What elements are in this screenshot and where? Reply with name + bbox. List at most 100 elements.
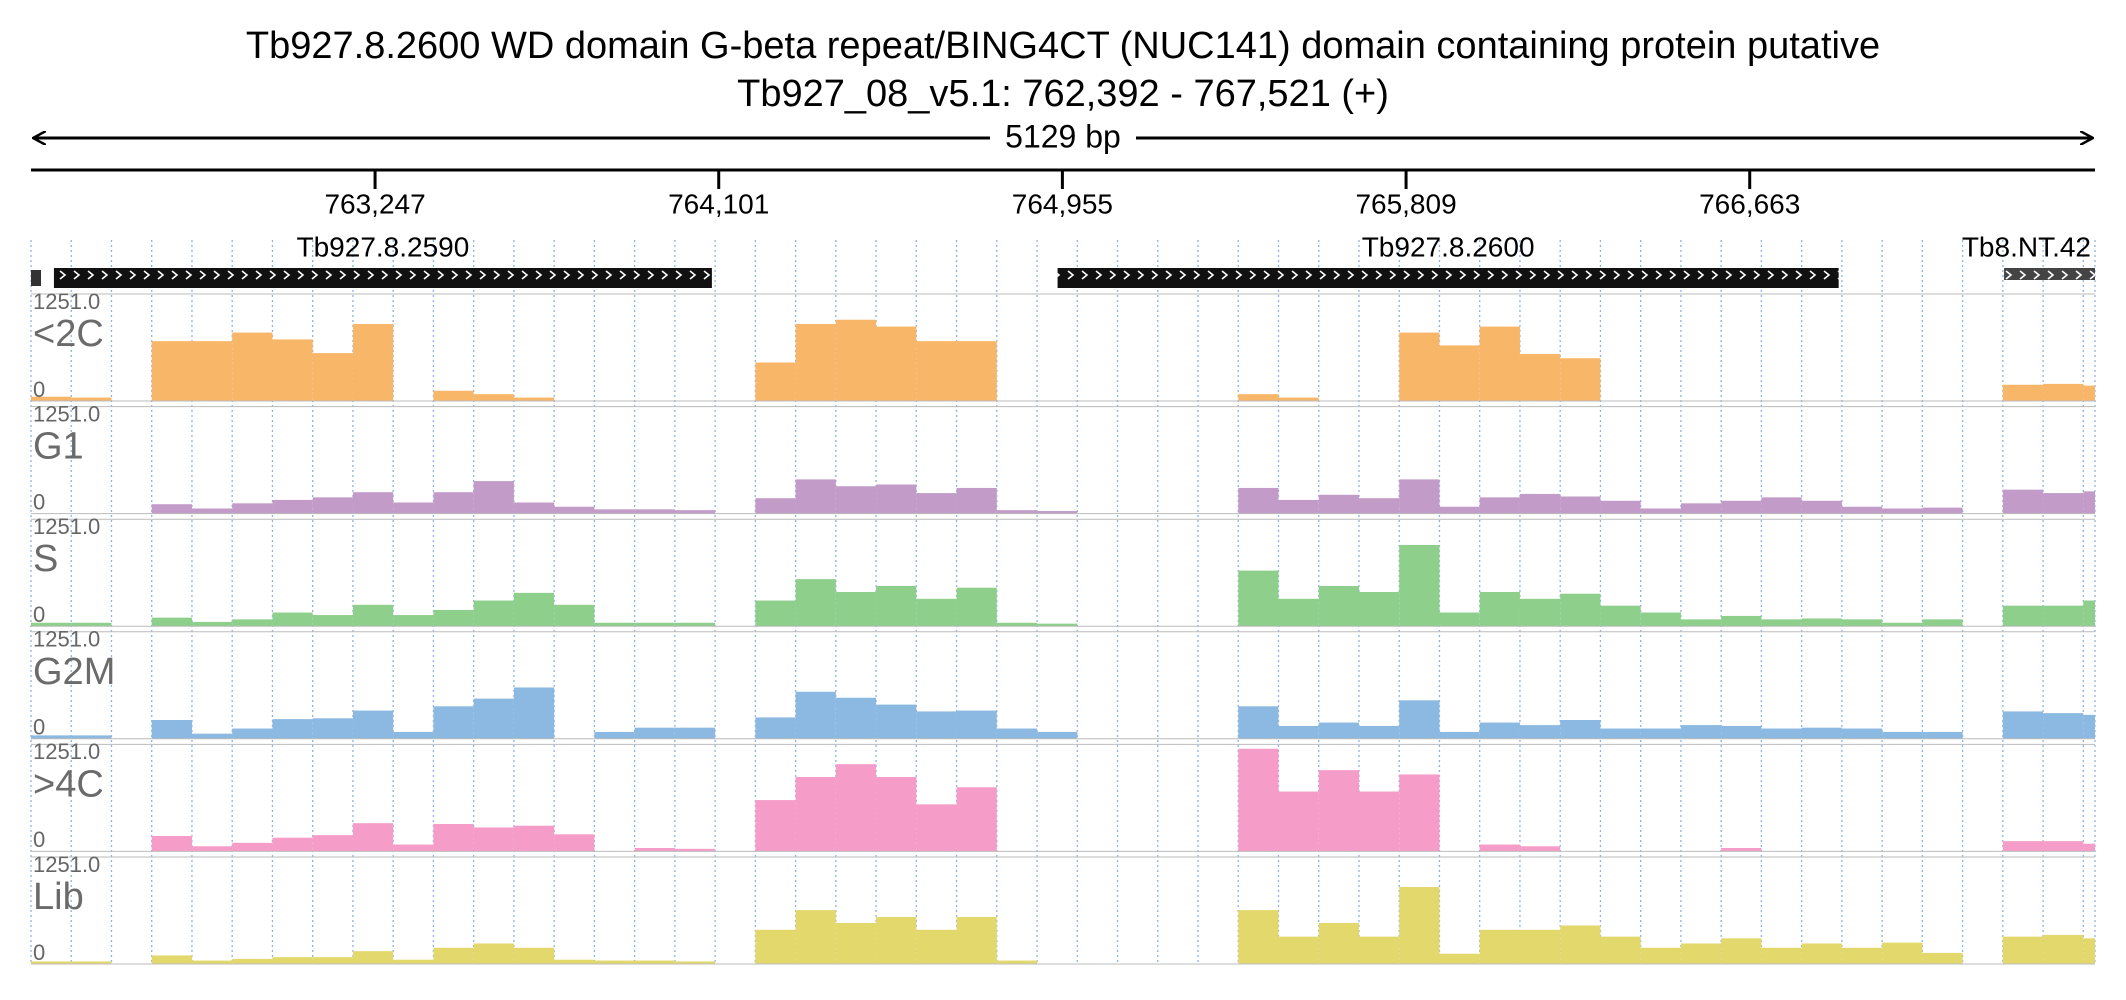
coverage-bar (795, 579, 836, 627)
coverage-bar (634, 622, 675, 627)
coverage-bar (1640, 728, 1681, 739)
coverage-bar (2043, 493, 2084, 514)
coverage-bar (473, 698, 514, 739)
coverage-bar (352, 951, 394, 964)
gene-label: Tb8.NT.42 (1962, 231, 2091, 262)
gene-label: Tb927.8.2590 (297, 231, 470, 262)
coverage-bar (674, 961, 716, 964)
coverage-bar (1761, 619, 1802, 627)
coverage-bar (272, 837, 313, 852)
coverage-bar (71, 397, 112, 401)
coverage-bar (1479, 497, 1520, 514)
coverage-bar (554, 604, 595, 627)
coverage-bar (191, 508, 233, 514)
coverage-bar (795, 691, 836, 739)
coverage-bar (795, 776, 836, 852)
coverage-bar (2083, 714, 2095, 739)
track-label: Lib (33, 876, 84, 918)
coverage-bar (1278, 936, 1319, 964)
coverage-bar (1882, 508, 1923, 514)
x-tick-label: 763,247 (324, 188, 425, 219)
y-tick-label: 0 (33, 489, 45, 514)
coverage-bar (1318, 722, 1359, 739)
coverage-bar (1479, 722, 1520, 739)
coverage-bar (876, 916, 917, 964)
coverage-bar (674, 622, 716, 627)
coverage-bar (2083, 491, 2095, 514)
coverage-bar (996, 728, 1038, 739)
coverage-bar (755, 362, 796, 401)
coverage-bar (393, 959, 434, 964)
y-tick-label: 1251.0 (33, 514, 100, 539)
coverage-bar (1278, 598, 1319, 627)
coverage-bar (1560, 925, 1601, 964)
coverage-bar (1278, 791, 1319, 852)
coverage-bar (1841, 947, 1883, 964)
coverage-bar (2043, 713, 2084, 739)
coverage-bar (1761, 947, 1802, 964)
coverage-bar (513, 502, 555, 514)
coverage-bar (433, 390, 474, 401)
coverage-bar (1479, 591, 1520, 627)
coverage-bar (1399, 774, 1440, 852)
coverage-bar (2083, 600, 2095, 627)
coverage-bar (312, 615, 353, 627)
coverage-bar (473, 481, 514, 514)
coverage-bar (191, 621, 233, 627)
tracks: 763,247 764,101 764,955 765,809 766,663 Tb927… (30, 170, 2096, 965)
coverage-bar (1560, 358, 1601, 401)
coverage-bar (956, 916, 997, 964)
coverage-bar (1721, 847, 1762, 852)
track-label: G1 (33, 426, 84, 468)
coverage-bar (352, 604, 394, 627)
coverage-bar (996, 960, 1038, 964)
coverage-bar (835, 486, 877, 514)
coverage-bar (634, 847, 675, 852)
coverage-bar (232, 728, 273, 739)
coverage-bar (151, 617, 192, 627)
coverage-bar (1721, 725, 1762, 739)
coverage-bar (1399, 479, 1440, 514)
coverage-bar (232, 842, 273, 852)
coverage-bar (956, 341, 997, 401)
span-label-bg (990, 118, 1136, 158)
coverage-bar (1600, 936, 1641, 964)
coverage-bar (1519, 353, 1561, 401)
coverage-bar (191, 341, 233, 401)
coverage-bar (232, 958, 273, 964)
coverage-bar (232, 332, 273, 401)
coverage-bar (433, 824, 474, 852)
coverage-bar (272, 957, 313, 964)
coverage-bar (31, 396, 72, 401)
coverage-bar (2043, 605, 2084, 627)
coverage-bar (1680, 943, 1722, 964)
coverage-bar (1358, 725, 1400, 739)
coverage-bar (554, 506, 595, 514)
coverage-bar (1399, 700, 1440, 739)
gene-strand (1057, 268, 1839, 288)
coverage-bar (1801, 943, 1842, 964)
y-tick-label: 0 (33, 715, 45, 740)
coverage-bar (2043, 934, 2084, 964)
coverage-bar (835, 764, 877, 852)
coverage-bar (232, 503, 273, 514)
coverage-bar (1560, 496, 1601, 514)
coverage-bar (1801, 618, 1842, 627)
coverage-bar (1439, 731, 1480, 739)
coverage-bar (513, 825, 555, 852)
coverage-bar (71, 735, 112, 739)
coverage-bar (1721, 938, 1762, 964)
coverage-bar (1922, 731, 1963, 739)
gene-label: Tb927.8.2600 (1362, 231, 1535, 262)
coverage-bar (312, 497, 353, 514)
coverage-bar (1721, 615, 1762, 627)
coverage-bar (393, 615, 434, 627)
coverage-bar (71, 622, 112, 627)
coverage-bar (1680, 619, 1722, 627)
coverage-bar (2083, 843, 2095, 852)
coverage-bar (1600, 500, 1641, 514)
coverage-bar (634, 960, 675, 964)
coverage-bar (513, 687, 555, 739)
x-tick-label: 765,809 (1355, 188, 1456, 219)
